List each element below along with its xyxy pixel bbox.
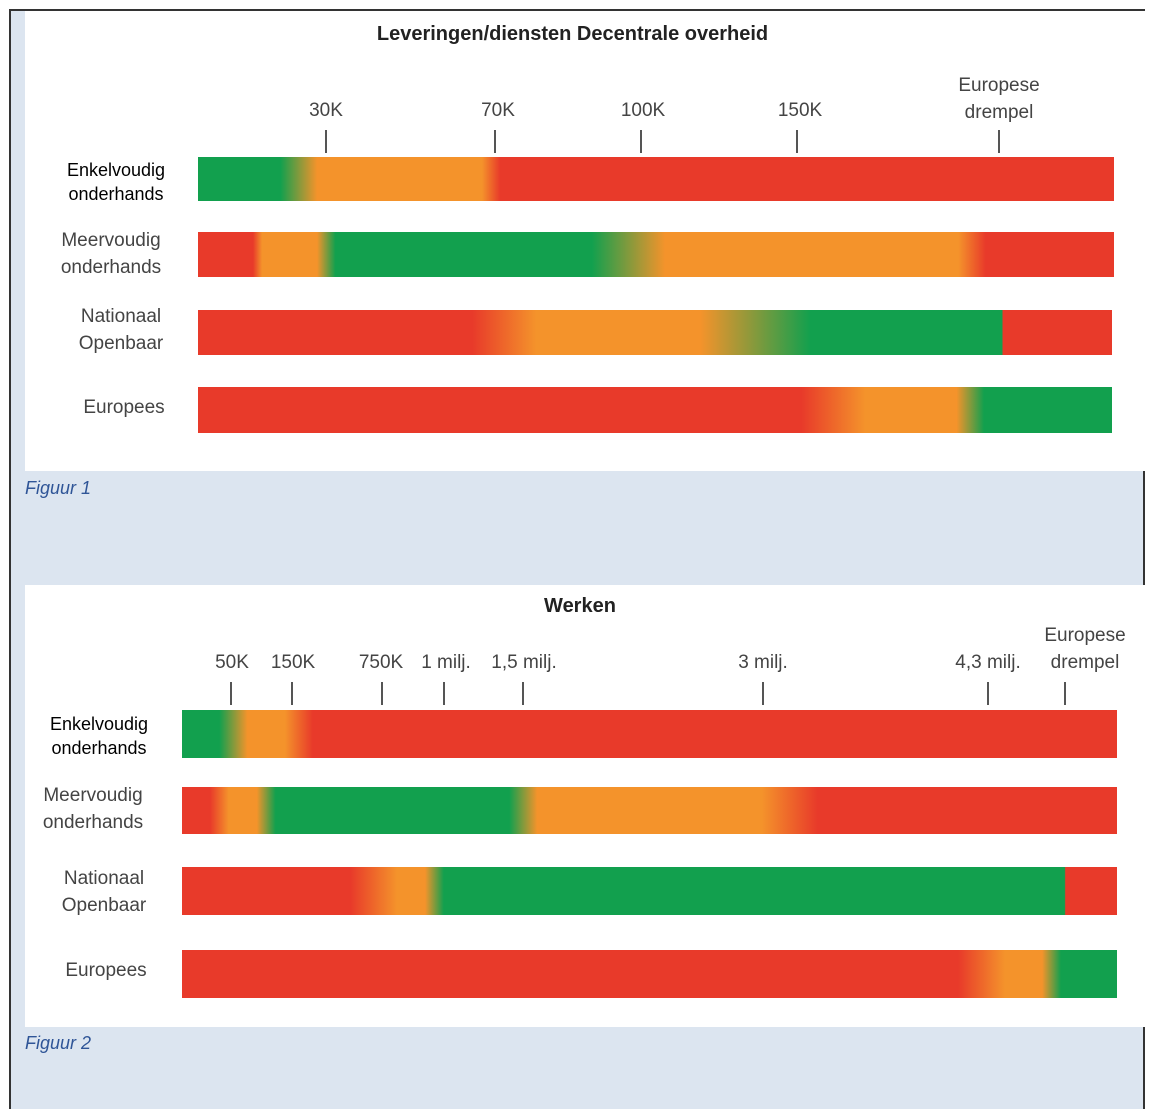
figure2-tick — [291, 682, 293, 705]
figure1-bar-meervoudig — [198, 232, 1114, 277]
figure1-tick-label: 30K — [309, 100, 343, 121]
figure1-tick-label: Europese drempel — [958, 75, 1040, 123]
figure2-tick — [762, 682, 764, 705]
figure1-tick — [325, 130, 327, 153]
figure2-tick-label: 150K — [270, 652, 316, 673]
figure1-caption: Figuur 1 — [25, 478, 92, 498]
figure2-tick-label: 750K — [358, 652, 404, 673]
figure2-tick — [230, 682, 232, 705]
figure2-bar-europees — [182, 950, 1117, 998]
figure2-title: Werken — [544, 595, 616, 617]
figure1-tick-label: 70K — [481, 100, 515, 121]
figure2-bar-enkelvoudig — [182, 710, 1117, 758]
figure2-row-label: Nationaal Openbaar — [61, 868, 147, 916]
figure1-bar-nationaal — [198, 310, 1112, 355]
figure2-tick-label: 4,3 milj. — [955, 652, 1021, 673]
figure2-caption: Figuur 2 — [25, 1033, 92, 1053]
figure2-tick — [987, 682, 989, 705]
figure2-tick — [1064, 682, 1066, 705]
figure2-bar-meervoudig — [182, 787, 1117, 834]
figure1-tick — [494, 130, 496, 153]
figure2-tick — [381, 682, 383, 705]
figure1-bar-europees — [198, 387, 1112, 433]
figure1-bar-enkelvoudig — [198, 157, 1114, 201]
figure2-tick — [443, 682, 445, 705]
figure1-title: Leveringen/diensten Decentrale overheid — [376, 23, 769, 45]
figure2-tick-label: 1 milj. — [421, 652, 471, 673]
figure1-tick — [998, 130, 1000, 153]
figure1-tick — [640, 130, 642, 153]
figure1-row-label: Europees — [83, 397, 165, 418]
figure2-tick — [522, 682, 524, 705]
figure2-tick-label: Europese drempel — [1044, 625, 1126, 673]
figure2-tick-label: 3 milj. — [738, 652, 788, 673]
figure2-row-label: Meervoudig onderhands — [42, 785, 144, 833]
figure2-tick-label: 1,5 milj. — [491, 652, 557, 673]
figure1-tick — [796, 130, 798, 153]
figure2-tick-label: 50K — [215, 652, 249, 673]
figure1-row-label: Meervoudig onderhands — [60, 230, 162, 278]
figure1-row-label: Nationaal Openbaar — [78, 306, 164, 354]
figure1-tick-label: 100K — [620, 100, 666, 121]
figure2-bar-nationaal — [182, 867, 1117, 915]
figure1-tick-label: 150K — [777, 100, 823, 121]
figure2-row-label: Enkelvoudig onderhands — [49, 714, 149, 758]
figure1-row-label: Enkelvoudig onderhands — [66, 160, 166, 204]
figure2-row-label: Europees — [65, 960, 147, 981]
